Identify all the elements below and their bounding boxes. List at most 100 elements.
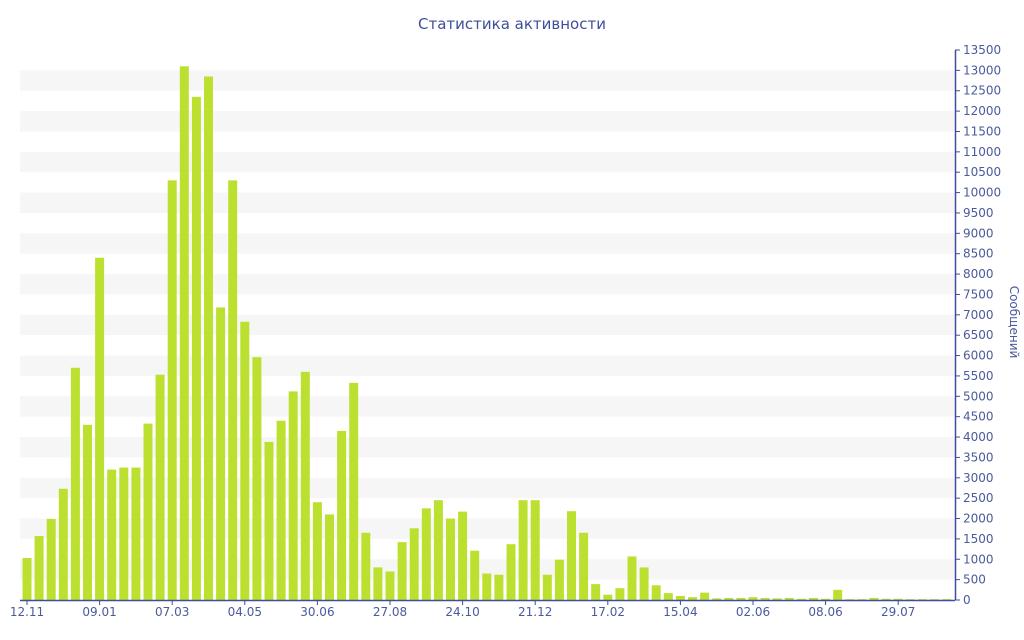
bar [942,599,952,600]
bar [216,307,226,600]
bar [639,567,649,600]
y-tick-label: 2500 [963,491,994,505]
bar [95,257,105,600]
bar [917,599,927,600]
bar [337,430,347,600]
y-tick-label: 5000 [963,389,994,403]
bar [675,595,685,600]
bar [494,574,504,600]
bar [155,374,165,600]
y-tick-label: 9000 [963,226,994,240]
grid-band [20,70,955,91]
bar [772,598,782,600]
bar [325,514,334,600]
grid-band [20,274,955,295]
bar [845,599,855,600]
bar [446,518,455,600]
x-tick-label: 24.10 [445,605,479,619]
x-tick-label: 08.06 [808,605,842,619]
bar [893,598,903,600]
x-tick-label: 29.07 [881,605,915,619]
y-tick-label: 500 [963,573,986,587]
bar [930,599,939,600]
grid-band [20,192,955,213]
bar [615,588,625,600]
bar [688,597,697,600]
grid-band [20,314,955,336]
y-tick-label: 9500 [963,206,994,220]
bar [736,597,746,600]
x-tick-label: 09.01 [82,605,116,619]
y-tick-label: 13000 [963,63,1001,77]
bar [458,511,468,600]
bar [542,574,552,600]
y-tick-label: 3500 [963,450,994,464]
bar [530,500,540,600]
bar [421,508,431,600]
bar [143,423,153,600]
bar [506,544,516,600]
y-tick-label: 11000 [963,145,1001,159]
bar [167,180,177,601]
bar [821,598,831,600]
bar [881,598,891,600]
grid-band [20,233,955,254]
bar [34,536,44,600]
y-tick-label: 10000 [963,186,1001,200]
x-tick-label: 07.03 [155,605,189,619]
y-tick-label: 7000 [963,308,994,322]
x-tick-label: 15.04 [663,605,697,619]
bar [857,599,867,600]
y-tick-label: 12000 [963,104,1001,118]
bar [83,424,92,600]
bar [107,469,117,600]
bar [651,585,661,600]
y-tick-label: 10500 [963,165,1001,179]
y-tick-label: 4500 [963,410,994,424]
bar [349,382,359,600]
bar [784,597,794,600]
bar [409,528,419,600]
bar [470,550,480,600]
x-tick-label: 17.02 [591,605,625,619]
y-tick-label: 13500 [963,43,1001,57]
chart-title: Статистика активности [418,15,606,33]
bar [191,96,201,600]
y-tick-label: 6500 [963,328,994,342]
bar [179,66,189,601]
x-tick-label: 02.06 [736,605,770,619]
bar [554,559,564,600]
bar [264,441,274,600]
bar [579,532,589,600]
y-tick-label: 1000 [963,552,994,566]
x-tick-label: 30.06 [300,605,334,619]
bar [518,500,528,600]
bar [700,592,710,600]
y-tick-label: 3000 [963,471,994,485]
bar [228,180,238,601]
bar [204,76,213,600]
bar [373,567,383,600]
y-tick-label: 5500 [963,369,994,383]
y-tick-label: 8000 [963,267,994,281]
bar [361,532,371,600]
bar [712,598,722,600]
bar [603,594,613,600]
y-tick-label: 12500 [963,84,1001,98]
bar [385,571,395,600]
y-tick-label: 8500 [963,247,994,261]
bar [748,597,758,600]
bar [567,511,576,600]
bar [433,500,443,600]
grid-band [20,355,955,376]
y-tick-label: 0 [963,593,971,607]
y-tick-label: 2000 [963,512,994,526]
bar [760,597,770,600]
bar [312,502,322,600]
bar [905,599,915,600]
y-tick-label: 4000 [963,430,994,444]
x-tick-label: 27.08 [373,605,407,619]
bar [119,467,129,600]
bar [796,598,806,600]
